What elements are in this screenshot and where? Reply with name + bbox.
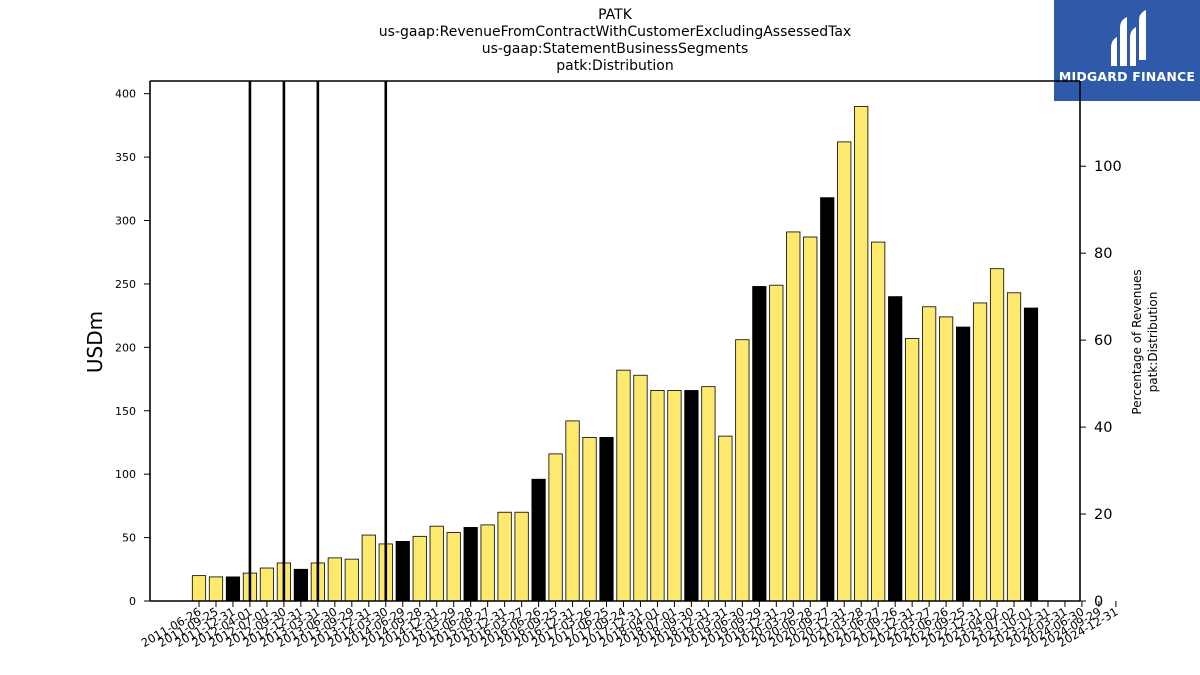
bar-2019-06-30 — [735, 339, 750, 602]
bar-2011-06-26 — [191, 575, 207, 602]
y-tick-label-250: 250 — [115, 278, 136, 291]
y2-axis-label-line2: patk:Distribution — [1146, 292, 1160, 393]
bar-2021-09-26 — [888, 296, 903, 602]
bar-2015-12-31 — [497, 511, 512, 602]
bar-2011-09-25 — [208, 576, 224, 602]
bar-2018-09-30 — [684, 390, 699, 602]
bar-2021-12-31 — [905, 338, 920, 602]
bar-2014-09-28 — [412, 535, 427, 602]
bar-2013-12-31 — [361, 534, 376, 602]
bar-2016-06-26 — [531, 478, 546, 602]
chart-title: PATK us-gaap:RevenueFromContractWithCust… — [150, 7, 1080, 75]
bar-2020-09-27 — [820, 197, 835, 602]
title-concept: us-gaap:RevenueFromContractWithCustomerE… — [378, 24, 852, 40]
bar-2017-09-24 — [616, 369, 631, 602]
bar-2020-03-29 — [786, 231, 801, 602]
y-tick-label-100: 100 — [115, 468, 136, 481]
y-axis-label: USDm — [83, 311, 107, 373]
y2-axis-label-line1: Percentage of Revenues — [1130, 269, 1144, 414]
bar-2013-09-29 — [344, 558, 359, 602]
bar-2012-12-31 — [293, 568, 308, 602]
title-ticker: PATK — [598, 7, 632, 23]
bar-2018-07-01 — [667, 390, 682, 602]
bar-2016-03-27 — [514, 511, 529, 602]
y-tick-label-50: 50 — [122, 532, 136, 545]
bar-2022-06-26 — [939, 316, 954, 602]
y-tick-label-0: 0 — [129, 595, 136, 608]
bar-2013-06-30 — [327, 557, 342, 602]
logo-text: MIDGARD FINANCE — [1058, 69, 1196, 84]
bar-2023-04-02 — [989, 268, 1005, 602]
bar-2018-12-31 — [701, 386, 716, 602]
bar-2023-10-01 — [1023, 307, 1039, 602]
bar-2023-07-02 — [1006, 292, 1022, 602]
bar-2011-12-31 — [225, 576, 241, 602]
y2-axis-ticks: 0 20 40 60 80 100 — [1080, 159, 1122, 610]
bar-2014-12-31 — [429, 525, 444, 602]
bar-2014-06-29 — [395, 540, 410, 602]
y-axis-ticks: 0 50 100 150 200 250 300 350 400 — [115, 88, 150, 608]
y-tick-label-400: 400 — [115, 88, 136, 101]
y2-tick-label-20: 20 — [1094, 507, 1112, 523]
bar-2017-06-25 — [599, 436, 614, 602]
bar-2017-03-26 — [582, 436, 597, 602]
bar-2016-12-31 — [565, 420, 580, 602]
bar-2019-03-31 — [718, 435, 733, 602]
vertical-lines-layer — [248, 81, 388, 601]
bar-2020-06-28 — [803, 236, 818, 602]
x-axis-ticks: 2011-06-262011-09-252011-12-312012-04-01… — [139, 601, 1120, 650]
title-axis: us-gaap:StatementBusinessSegments — [481, 41, 749, 57]
title-member: patk:Distribution — [556, 58, 674, 74]
y-tick-label-350: 350 — [115, 151, 136, 164]
bar-2012-07-01 — [259, 567, 275, 602]
y-tick-label-200: 200 — [115, 341, 136, 354]
bar-2021-03-28 — [854, 105, 869, 602]
bar-2022-03-27 — [922, 306, 937, 602]
bar-2022-09-25 — [955, 326, 971, 602]
y-tick-label-150: 150 — [115, 405, 136, 418]
midgard-logo-icon — [1111, 10, 1146, 66]
y2-tick-label-0: 0 — [1094, 594, 1103, 610]
y2-tick-label-80: 80 — [1094, 246, 1112, 262]
bar-2017-12-31 — [633, 374, 648, 602]
bar-2022-12-31 — [972, 302, 988, 602]
y2-tick-label-40: 40 — [1094, 420, 1112, 436]
bar-2015-09-27 — [480, 524, 495, 602]
y2-tick-label-60: 60 — [1094, 333, 1112, 349]
y2-tick-label-100: 100 — [1094, 159, 1122, 175]
bar-2018-04-01 — [650, 390, 665, 602]
bar-2020-12-31 — [837, 141, 852, 602]
midgard-logo: MIDGARD FINANCE — [1054, 0, 1200, 101]
bar-2019-12-31 — [769, 284, 784, 602]
bar-2015-03-29 — [446, 532, 461, 602]
bar-2015-06-28 — [463, 527, 478, 602]
bar-2019-09-29 — [752, 286, 767, 602]
bar-2016-09-25 — [548, 453, 563, 602]
y-tick-label-300: 300 — [115, 215, 136, 228]
bar-2021-06-27 — [871, 241, 886, 602]
